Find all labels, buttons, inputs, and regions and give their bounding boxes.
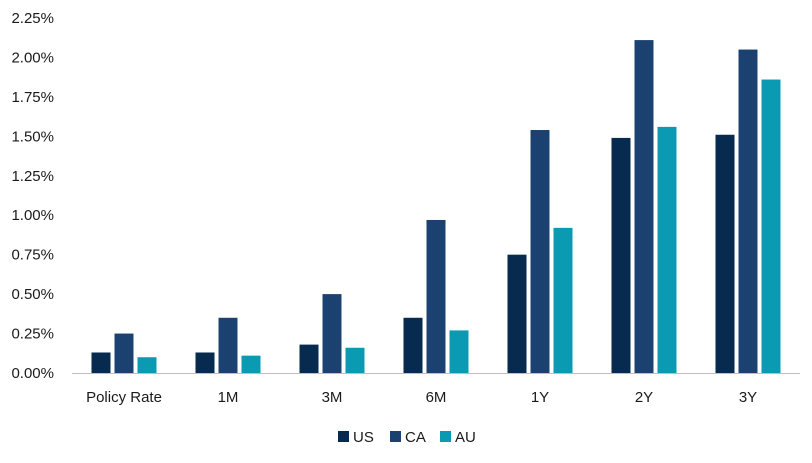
x-tick-label: 1M [218,389,239,406]
bar-au-6m [449,330,469,373]
bar-us-1m [195,352,215,373]
y-tick-label: 0.50% [11,286,54,303]
y-tick-label: 1.00% [11,207,54,224]
bar-au-2y [657,126,677,373]
bar-ca-2y [634,40,654,373]
bars [91,40,781,374]
bar-us-6m [403,317,423,373]
legend-swatch-us [338,431,349,442]
legend-label-us: US [353,429,374,446]
bar-ca-1y [530,130,550,373]
legend: US CA AU [338,429,476,446]
bar-ca-3m [322,294,342,373]
bar-ca-1m [218,317,238,373]
y-tick-label: 0.25% [11,326,54,343]
y-tick-label: 1.75% [11,89,54,106]
x-tick-label: Policy Rate [86,389,162,406]
bar-au-1m [241,355,261,373]
bar-au-1y [553,227,573,373]
y-tick-label: 2.25% [11,10,54,27]
y-tick-label: 1.50% [11,128,54,145]
legend-label-au: AU [455,429,476,446]
bar-us-3y [715,134,735,373]
x-tick-label: 3Y [739,389,757,406]
bar-us-3m [299,344,319,373]
y-axis: 0.00% 0.25% 0.50% 0.75% 1.00% 1.25% 1.50% 1.75%… [11,10,54,382]
y-tick-label: 0.00% [11,365,54,382]
bar-us-policy-rate [91,352,111,373]
y-tick-label: 0.75% [11,247,54,264]
bar-us-1y [507,254,527,373]
bar-ca-6m [426,219,446,373]
x-tick-label: 6M [426,389,447,406]
x-tick-label: 1Y [531,389,549,406]
x-tick-label: 3M [322,389,343,406]
bar-ca-3y [738,49,758,374]
bar-au-3y [761,79,781,374]
x-tick-label: 2Y [635,389,653,406]
y-tick-label: 1.25% [11,168,54,185]
bar-us-2y [611,137,631,373]
legend-swatch-ca [390,431,401,442]
legend-label-ca: CA [405,429,426,446]
legend-swatch-au [440,431,451,442]
bar-au-policy-rate [137,357,157,373]
bar-au-3m [345,347,365,373]
bar-ca-policy-rate [114,333,134,373]
x-axis: Policy Rate 1M 3M 6M 1Y 2Y 3Y [86,389,757,406]
y-tick-label: 2.00% [11,49,54,66]
